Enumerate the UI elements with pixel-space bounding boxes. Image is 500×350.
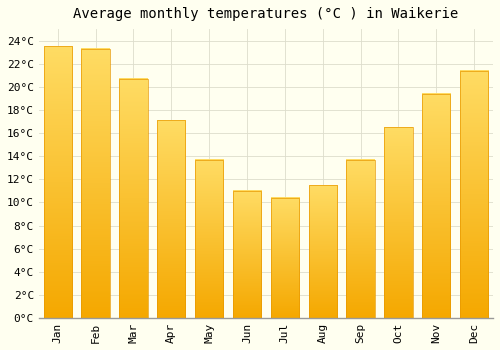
Bar — [233, 191, 261, 318]
Bar — [270, 198, 299, 318]
Bar — [44, 47, 72, 318]
Bar — [460, 71, 488, 318]
Bar — [195, 160, 224, 318]
Bar — [422, 94, 450, 318]
Bar — [157, 120, 186, 318]
Bar — [346, 160, 375, 318]
Bar — [119, 79, 148, 318]
Bar — [82, 49, 110, 318]
Bar — [308, 185, 337, 318]
Bar — [384, 127, 412, 318]
Title: Average monthly temperatures (°C ) in Waikerie: Average monthly temperatures (°C ) in Wa… — [74, 7, 458, 21]
